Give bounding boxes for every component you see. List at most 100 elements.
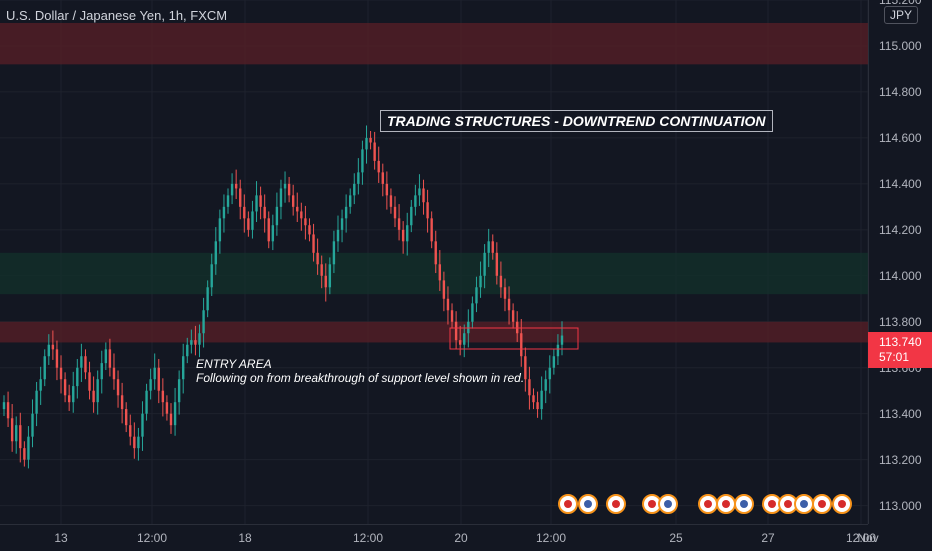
candle-body (328, 264, 332, 288)
time-tick-label: 18 (238, 531, 252, 545)
candle-body (165, 402, 169, 414)
price-axis[interactable]: 115.200 115.000 114.800 114.600 114.400 114.2… (868, 0, 932, 524)
economic-event-icon (606, 494, 626, 514)
candle-body (487, 241, 490, 253)
candle-body (442, 280, 446, 299)
chart-title-annotation[interactable]: TRADING STRUCTURES - DOWNTREND CONTINUAT… (380, 110, 773, 132)
candle-body (15, 425, 18, 442)
candle-body (271, 225, 275, 242)
candle-body (532, 395, 535, 403)
time-tick-label: 12:00 (535, 531, 567, 545)
candle-body (137, 436, 140, 449)
candle-body (80, 356, 83, 368)
candle-body (251, 211, 254, 230)
candle-body (255, 195, 258, 212)
candle-body (198, 333, 201, 345)
candle-body (560, 335, 564, 345)
price-tick-label: 114.200 (879, 222, 922, 237)
candle-body (104, 349, 108, 364)
candle-body (397, 218, 401, 230)
candle-body (499, 275, 503, 288)
candle-body (491, 241, 494, 253)
candle-body (173, 402, 177, 426)
candle-body (88, 372, 91, 391)
economic-event-icon (558, 494, 578, 514)
candle-body (2, 402, 6, 410)
candle-body (31, 413, 34, 437)
candle-body (296, 206, 299, 212)
candle-body (35, 390, 38, 414)
candle-body (226, 195, 230, 207)
economic-event-icon (734, 494, 754, 514)
candle-body (51, 344, 55, 350)
economic-event-icon (698, 494, 718, 514)
candle-body (55, 349, 59, 368)
candle-body (495, 252, 499, 276)
candle-body (27, 436, 30, 460)
time-tick-label: Nov (857, 531, 879, 545)
entry-area-text: Following on from breakthrough of suppor… (196, 371, 525, 385)
candle-body (206, 287, 209, 311)
price-tick-label: 113.200 (879, 452, 922, 467)
economic-event-icon (762, 494, 782, 514)
candle-body (145, 390, 148, 414)
entry-area-title: ENTRY AREA (196, 357, 272, 371)
economic-events[interactable] (558, 494, 852, 514)
candle-body (544, 379, 547, 391)
economic-event-icon (578, 494, 598, 514)
candle-body (507, 298, 511, 311)
candle-body (291, 195, 295, 207)
last-price: 113.740 (879, 335, 922, 349)
candle-body (434, 241, 437, 265)
price-tick-label: 113.800 (879, 314, 922, 329)
price-tick-label: 113.000 (879, 498, 922, 513)
candle-body (304, 218, 307, 226)
candle-body (528, 379, 531, 396)
candle-body (471, 303, 474, 322)
candle-body (308, 225, 311, 235)
candle-body (520, 333, 523, 357)
candle-body (267, 218, 270, 242)
candle-body (100, 363, 103, 380)
candle-body (6, 402, 10, 419)
currency-label[interactable]: JPY (884, 6, 919, 24)
candle-body (406, 225, 409, 242)
candle-body (524, 356, 527, 380)
time-tick-label: 12:00 (136, 531, 168, 545)
candle-body (23, 448, 26, 460)
candle-body (548, 367, 551, 380)
entry-area-note[interactable]: ENTRY AREA Following on from breakthroug… (196, 357, 524, 385)
candle-body (450, 310, 454, 322)
candle-body (332, 241, 336, 265)
price-tick-label: 114.600 (879, 130, 922, 145)
time-axis[interactable]: 13 12:00 18 12:00 20 12:00 25 27 12:00 Nov (0, 524, 879, 551)
time-tick-label: 20 (454, 531, 468, 545)
candle-body (210, 264, 213, 288)
last-price-tag: 113.740 57:01 (868, 332, 932, 368)
candle-body (540, 390, 543, 410)
candle-body (283, 183, 287, 189)
candle-body (365, 137, 368, 150)
candle-body (438, 264, 442, 281)
candle-body (263, 206, 266, 219)
candle-body (556, 344, 560, 357)
symbol-title[interactable]: U.S. Dollar / Japanese Yen, 1h, FXCM (6, 8, 228, 23)
candle-body (129, 425, 132, 437)
candle-body (59, 367, 63, 380)
candle-body (39, 379, 42, 391)
time-tick-label: 13 (54, 531, 68, 545)
candle-body (422, 188, 425, 203)
candle-body (218, 218, 222, 242)
time-tick-label: 25 (669, 531, 683, 545)
green-support-zone (0, 252, 868, 295)
candle-body (141, 413, 144, 437)
candle-body (287, 183, 291, 196)
candle-body (361, 149, 364, 173)
candle-body (344, 206, 348, 219)
candle-body (120, 395, 124, 410)
candle-body (239, 188, 242, 207)
candle-body (161, 390, 165, 403)
candle-body (247, 218, 250, 230)
candle-body (418, 188, 421, 196)
